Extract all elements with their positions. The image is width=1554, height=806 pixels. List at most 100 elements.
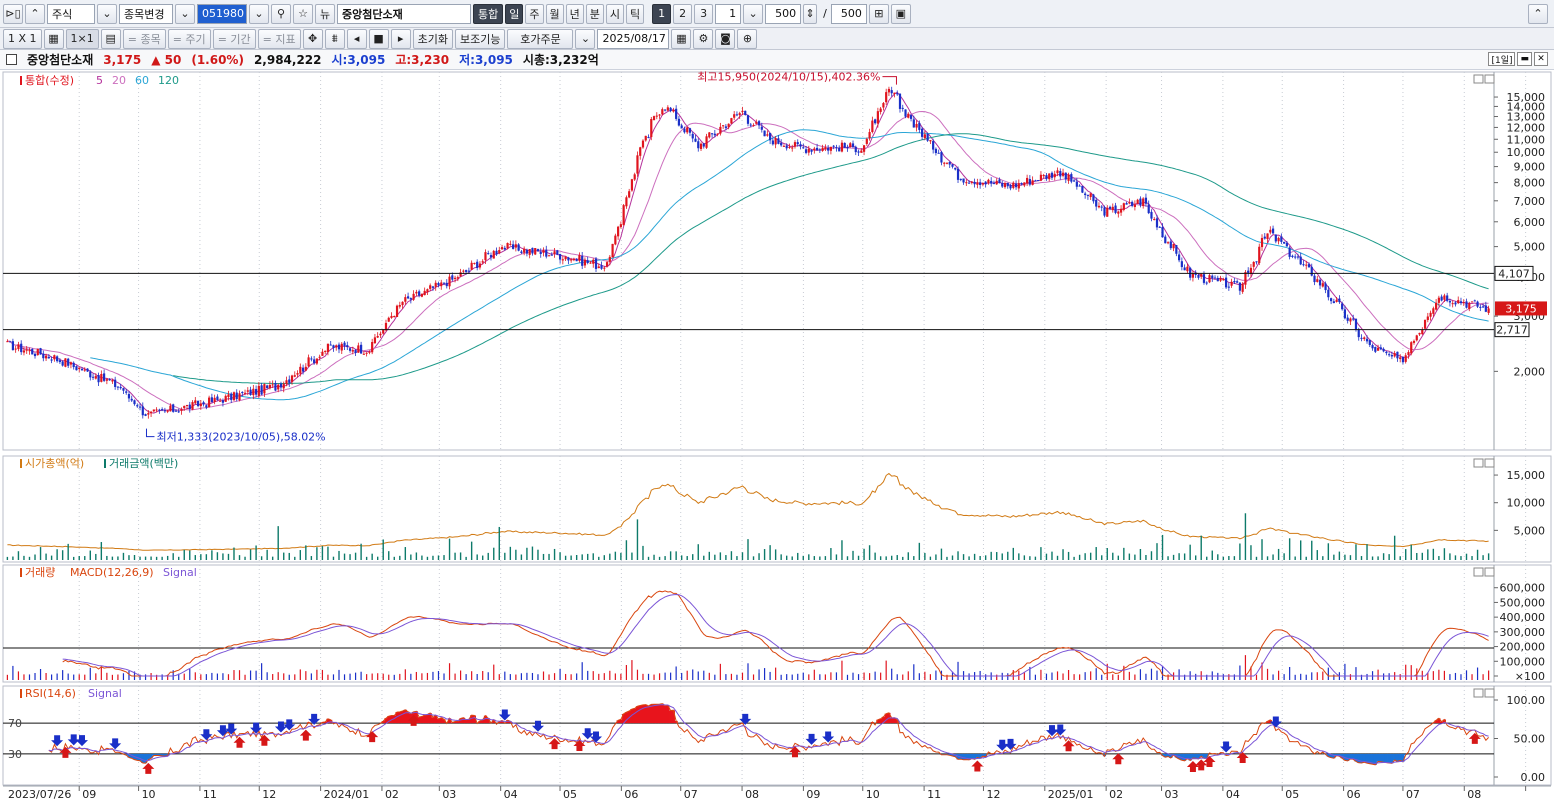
cycle-button[interactable]: = 주기 — [167, 28, 211, 49]
period-hour-tab[interactable]: 시 — [605, 3, 624, 24]
chevron-up-icon[interactable]: ⌃ — [1528, 3, 1548, 24]
change-stock-select[interactable]: 종목변경 — [119, 3, 173, 24]
buy-signal-arrow — [299, 729, 312, 741]
candle-body — [608, 256, 611, 262]
table-icon[interactable]: ▤ — [100, 28, 121, 49]
grid-icon[interactable]: ▦ — [43, 28, 64, 49]
candle-body — [495, 250, 498, 255]
select-checkbox[interactable] — [6, 54, 17, 65]
candle-body — [636, 155, 639, 174]
candle-body — [771, 140, 774, 145]
chevron-down-icon[interactable]: ⌄ — [175, 3, 195, 24]
star-icon[interactable]: ☆ — [293, 3, 313, 24]
x-tick-label: 06 — [624, 788, 638, 801]
layout-3-button[interactable]: 3 — [694, 3, 714, 24]
candle-body — [1222, 278, 1225, 280]
integrated-button[interactable]: 통합 — [473, 3, 504, 24]
period-minute-tab[interactable]: 분 — [585, 3, 604, 24]
candle-body — [53, 355, 56, 360]
legend-signal: Signal — [163, 566, 197, 579]
layout-2-button[interactable]: 2 — [673, 3, 693, 24]
panel-close-icon — [1484, 74, 1495, 84]
candle-body — [1481, 306, 1485, 308]
chevron-down-icon[interactable]: ⌄ — [743, 3, 764, 24]
compare-stock-button[interactable]: = 종목 — [122, 28, 166, 49]
stock-code-input[interactable]: 051980 — [197, 3, 247, 24]
candle-body — [163, 410, 167, 412]
search-icon[interactable]: ⚲ — [271, 3, 291, 24]
candle-body — [133, 400, 136, 405]
x-tick-label: 09 — [82, 788, 96, 801]
count-input[interactable]: 500 — [765, 3, 802, 24]
candle-body — [633, 174, 636, 180]
interval-input[interactable]: 1 — [715, 3, 742, 24]
date-input[interactable]: 2025/08/17 — [597, 28, 670, 49]
candle-body — [1122, 203, 1125, 210]
sell-signal-arrow — [1220, 741, 1233, 753]
save-icon[interactable]: ▣ — [890, 3, 911, 24]
next-icon[interactable]: ▸ — [390, 28, 411, 49]
order-button[interactable]: 호가주문 — [507, 28, 574, 49]
buy-signal-arrow — [1468, 732, 1481, 744]
indicator-button[interactable]: = 지표 — [257, 28, 301, 49]
candle-body — [387, 317, 390, 322]
chevron-down-icon[interactable]: ⌄ — [249, 3, 269, 24]
spinner-icon[interactable]: ⇕ — [803, 3, 818, 24]
news-button[interactable]: 뉴 — [315, 3, 335, 24]
y-tick-label: 8,000 — [1514, 177, 1546, 190]
add-window-icon[interactable]: ⊞ — [868, 3, 889, 24]
candle-body — [202, 402, 205, 405]
single-layout-button[interactable]: 1×1 — [65, 28, 99, 49]
calendar-icon[interactable]: ▦ — [671, 28, 692, 49]
camera-icon[interactable]: ◙ — [715, 28, 736, 49]
period-tick-tab[interactable]: 틱 — [626, 3, 645, 24]
candle-body — [1169, 241, 1172, 249]
grid-layout-button[interactable]: 1 X 1 — [3, 28, 42, 49]
period-year-tab[interactable]: 년 — [565, 3, 584, 24]
candle-body — [824, 147, 827, 149]
candle-body — [979, 182, 982, 185]
y-tick-label: 2,000 — [1514, 365, 1546, 378]
settings-icon[interactable]: ⚙ — [693, 28, 714, 49]
reset-button[interactable]: 초기화 — [412, 28, 453, 49]
prev-icon[interactable]: ◂ — [346, 28, 367, 49]
candle-body — [103, 373, 106, 381]
candle-body — [1009, 185, 1012, 189]
candle-body — [89, 371, 92, 378]
range-button[interactable]: = 기간 — [212, 28, 256, 49]
zoom-icon[interactable]: ⊕ — [737, 28, 758, 49]
minimize-icon[interactable]: ▬ — [1517, 52, 1532, 66]
caret-up-icon[interactable]: ⌃ — [25, 3, 45, 24]
pattern-icon[interactable]: ⩩ — [324, 28, 345, 49]
close-icon[interactable]: ✕ — [1534, 52, 1548, 66]
candle-body — [1191, 273, 1195, 278]
candle-body — [561, 259, 564, 261]
layout-1-button[interactable]: 1 — [652, 3, 672, 24]
candle-body — [547, 255, 551, 257]
panel-toggle-button[interactable]: ⊳▯ — [3, 3, 23, 24]
period-week-tab[interactable]: 주 — [525, 3, 544, 24]
candle-body — [335, 345, 338, 348]
candle-body — [617, 226, 620, 237]
price-change-pct: (1.60%) — [191, 52, 244, 67]
period-day-tab[interactable]: 일 — [505, 3, 524, 24]
candle-body — [1473, 300, 1476, 302]
sell-signal-arrow — [225, 723, 238, 735]
asset-type-select[interactable]: 주식 — [47, 3, 95, 24]
ma120-line — [173, 133, 1489, 384]
y-tick-label: 7,000 — [1514, 195, 1546, 208]
chevron-down-icon[interactable]: ⌄ — [97, 3, 117, 24]
chevron-down-icon[interactable]: ⌄ — [575, 28, 596, 49]
candle-body — [161, 409, 164, 411]
period-month-tab[interactable]: 월 — [545, 3, 564, 24]
candle-body — [152, 409, 155, 412]
stop-icon[interactable]: ■ — [368, 28, 389, 49]
candle-body — [78, 367, 81, 370]
assist-button[interactable]: 보조기능 — [455, 28, 506, 49]
move-icon[interactable]: ✥ — [302, 28, 323, 49]
candle-body — [735, 114, 739, 116]
candle-body — [838, 147, 841, 152]
candle-body — [332, 345, 335, 348]
legend-market-cap: 시가총액(억) — [25, 457, 84, 470]
